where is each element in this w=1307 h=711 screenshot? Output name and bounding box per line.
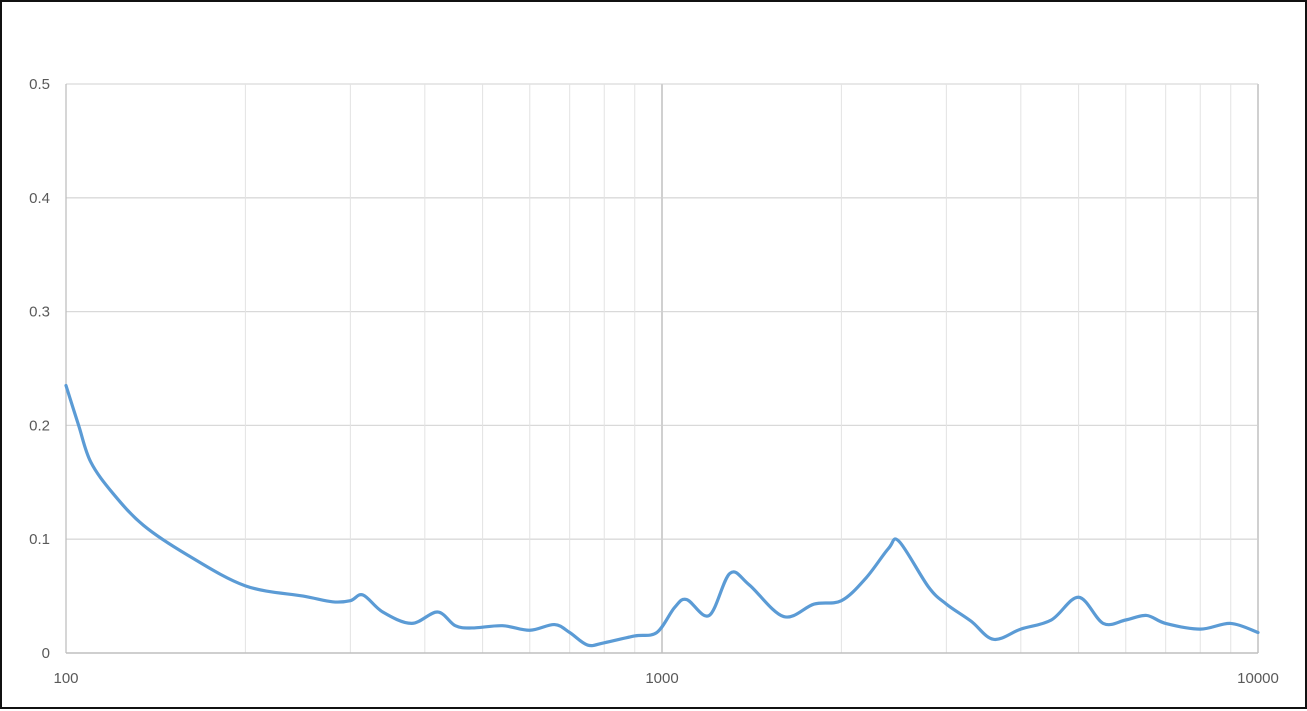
series-line [64,383,1260,648]
y-tick-label: 0.2 [29,417,50,434]
y-tick-label: 0.3 [29,304,50,321]
y-tick-label: 0 [42,645,50,662]
x-tick-label: 1000 [645,670,678,687]
y-tick-label: 0.1 [29,531,50,548]
y-tick-label: 0.5 [29,76,50,93]
y-tick-label: 0.4 [29,190,50,207]
x-tick-label: 100 [53,670,78,687]
x-tick-label: 10000 [1237,670,1279,687]
